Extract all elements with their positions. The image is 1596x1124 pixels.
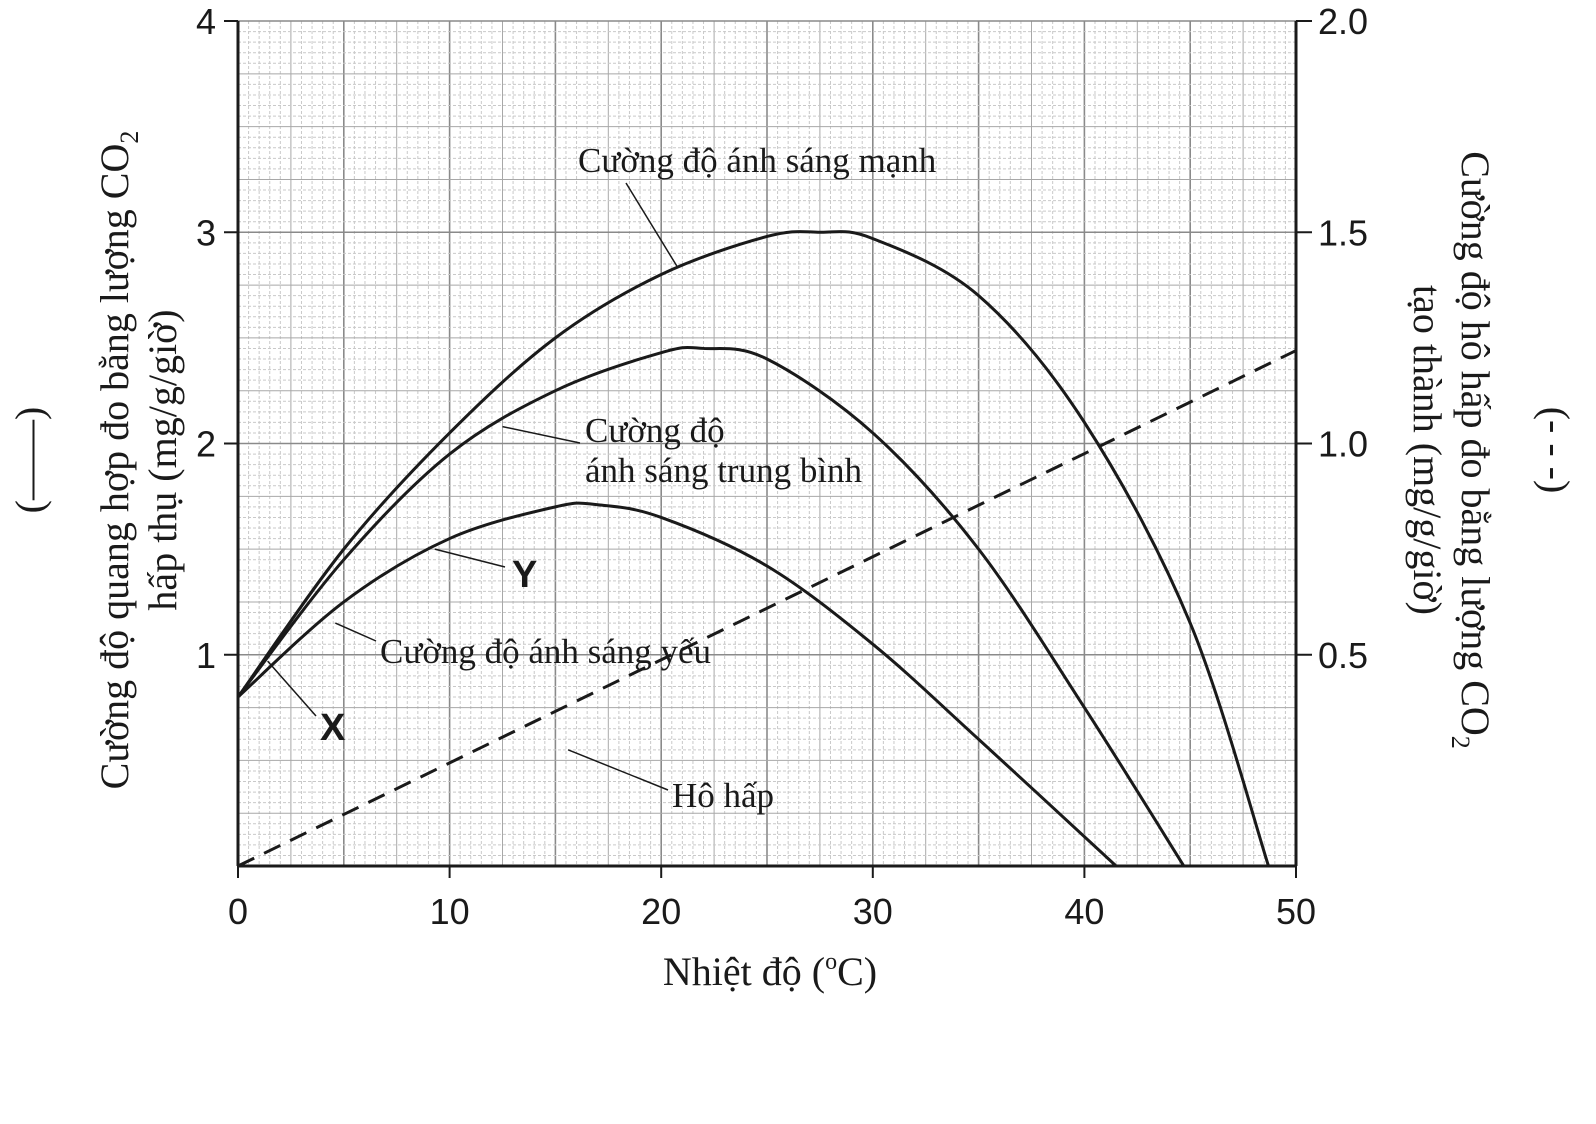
right-tick-label: 1.0 xyxy=(1318,424,1368,465)
curve-weak-light xyxy=(236,501,1118,868)
ticks: 0 10 20 30 40 50 1 2 3 4 0.5 1.0 1.5 2.0 xyxy=(196,1,1368,932)
label-weak-light: Cường độ ánh sáng yếu xyxy=(380,632,711,671)
leader-y xyxy=(434,548,506,568)
curve-medium-light xyxy=(236,345,1186,867)
left-tick-label: 3 xyxy=(196,212,216,253)
left-axis-label-line2: hấp thụ (mg/g/giờ) xyxy=(140,309,185,610)
x-tick-label: 30 xyxy=(853,891,893,932)
right-tick-label: 2.0 xyxy=(1318,1,1368,42)
label-strong-light: Cường độ ánh sáng mạnh xyxy=(578,141,937,180)
right-tick-label: 1.5 xyxy=(1318,212,1368,253)
x-tick-label: 0 xyxy=(228,891,248,932)
x-axis-label: Nhiệt độ (oC) xyxy=(663,949,877,994)
grid xyxy=(237,20,1297,867)
callouts xyxy=(267,182,679,791)
leader-medium-light xyxy=(502,425,581,444)
left-tick-label: 1 xyxy=(196,635,216,676)
annotation-x: X xyxy=(320,707,346,749)
curve-respiration xyxy=(237,349,1297,868)
label-medium-light-line2: ánh sáng trung bình xyxy=(585,451,863,490)
leader-respiration xyxy=(567,749,669,791)
label-medium-light-line1: Cường độ xyxy=(585,411,725,450)
left-tick-label: 2 xyxy=(196,424,216,465)
left-tick-label: 4 xyxy=(196,1,216,42)
right-tick-label: 0.5 xyxy=(1318,635,1368,676)
left-axis-label-line1: Cường độ quang hợp đo bằng lượng CO2 xyxy=(92,131,144,790)
right-axis-label-line2: tạo thành (mg/g/giờ) xyxy=(1405,285,1450,615)
curve-strong-light xyxy=(236,230,1270,867)
right-axis-label-line1: Cường độ hô hấp đo bằng lượng CO2 xyxy=(1446,151,1498,749)
x-tick-label: 10 xyxy=(430,891,470,932)
annotation-y: Y xyxy=(512,554,537,596)
x-tick-label: 40 xyxy=(1064,891,1104,932)
leader-x xyxy=(267,660,317,717)
label-respiration: Hô hấp xyxy=(672,776,774,815)
x-tick-label: 50 xyxy=(1276,891,1316,932)
right-axis-legend-marker: (- - -) xyxy=(1533,407,1578,494)
leader-strong-light xyxy=(625,182,679,269)
curves xyxy=(236,230,1297,868)
leader-weak-light xyxy=(335,622,377,642)
left-axis-legend-marker: (——) xyxy=(7,407,52,514)
x-tick-label: 20 xyxy=(641,891,681,932)
